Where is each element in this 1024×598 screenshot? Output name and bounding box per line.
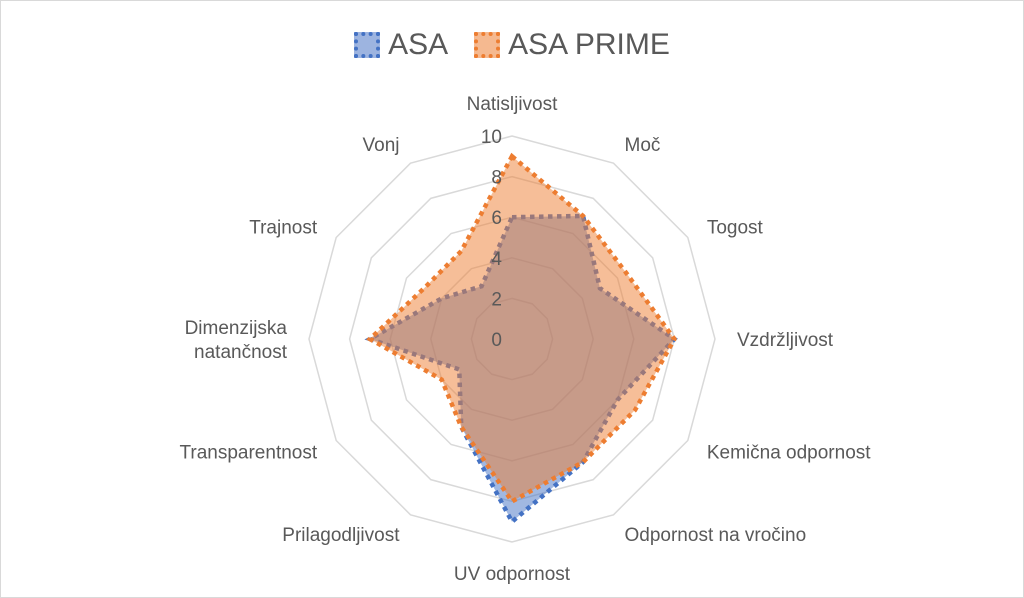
radial-tick-label: 8 (491, 168, 502, 189)
category-label: Vonj (363, 135, 400, 156)
radial-tick-label: 10 (481, 127, 502, 148)
category-label: Prilagodljivost (282, 525, 400, 546)
category-label: Togost (707, 218, 764, 239)
radial-tick-label: 6 (491, 208, 502, 229)
radial-tick-label: 0 (491, 330, 502, 351)
grid-ring (308, 135, 716, 543)
radar-series (364, 152, 678, 526)
legend-item-asa-prime[interactable]: ASA PRIME (474, 28, 670, 62)
category-label: Transparentnost (179, 443, 317, 464)
category-label: Natisljivost (467, 94, 559, 115)
radial-tick-label: 2 (491, 289, 502, 310)
category-label: Dimenzijska natančnost (185, 318, 288, 363)
category-label: Kemična odpornost (707, 443, 871, 464)
radial-tick-labels: 0 2 4 6 8 10 (481, 127, 503, 351)
legend-swatch-asa-icon (354, 32, 381, 58)
category-labels: Natisljivost Moč Togost Vzdržljivost Kemična… (179, 94, 871, 585)
legend: ASA ASA PRIME (0, 28, 1024, 62)
legend-label-asa-prime: ASA PRIME (508, 28, 670, 61)
category-label: Moč (625, 135, 661, 156)
radial-tick-label: 4 (491, 249, 502, 270)
category-label: UV odpornost (454, 564, 571, 585)
category-label: Odpornost na vročino (625, 525, 807, 546)
category-label: Vzdržljivost (737, 330, 834, 351)
legend-swatch-asa-prime-icon (474, 32, 501, 58)
legend-item-asa[interactable]: ASA (354, 28, 448, 62)
legend-label-asa: ASA (388, 28, 449, 61)
category-label: Trajnost (249, 218, 318, 239)
series-asa-prime[interactable] (366, 152, 678, 505)
